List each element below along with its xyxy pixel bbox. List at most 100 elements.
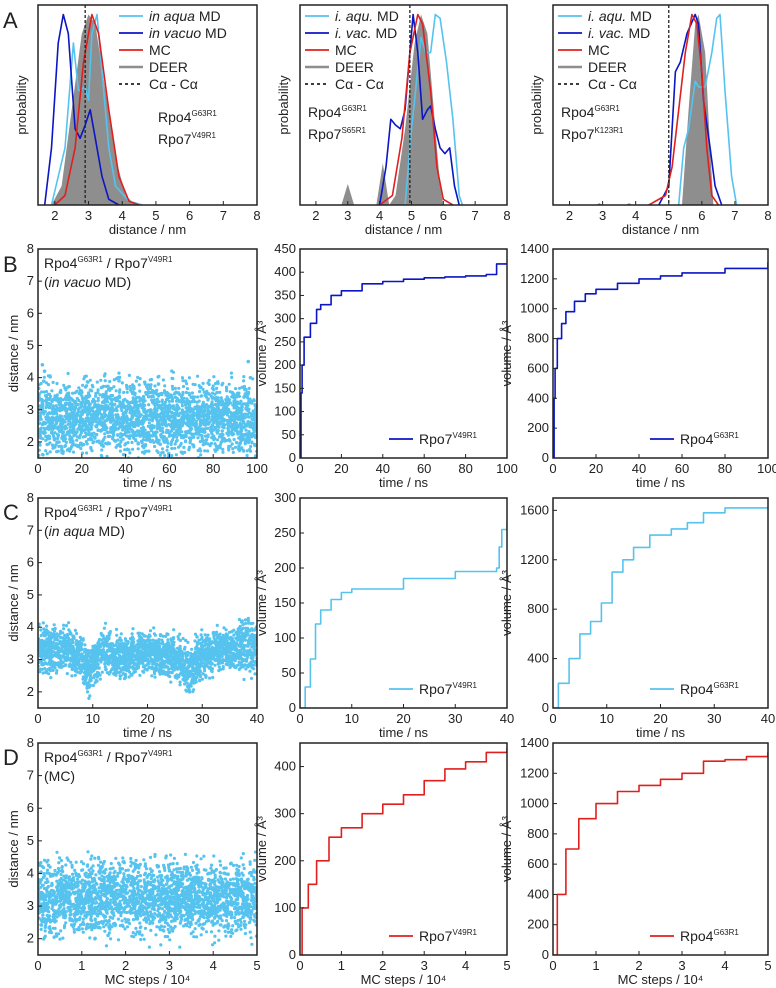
x-tick-label: 80: [458, 461, 472, 476]
data-point: [245, 630, 249, 634]
data-point: [203, 449, 207, 453]
annotation-text: MD): [101, 274, 131, 290]
data-point: [90, 389, 94, 393]
data-point: [104, 384, 108, 388]
data-point: [44, 449, 48, 453]
data-point: [50, 415, 54, 419]
data-point: [235, 406, 239, 410]
plot-frame: [37, 248, 258, 459]
x-tick-label: 7: [472, 208, 479, 223]
data-point: [237, 617, 241, 622]
data-point: [73, 416, 77, 420]
data-point: [77, 425, 81, 430]
data-point: [191, 422, 195, 426]
data-point: [176, 433, 181, 437]
data-point: [38, 411, 43, 416]
data-point: [100, 413, 104, 417]
y-tick-label: 50: [282, 427, 296, 442]
data-point: [126, 400, 130, 404]
data-point: [68, 425, 72, 429]
data-point: [115, 409, 119, 413]
data-point: [190, 647, 194, 651]
data-point: [41, 631, 45, 635]
data-point: [190, 432, 194, 437]
data-point: [202, 427, 206, 431]
data-point: [130, 413, 134, 417]
data-point: [52, 434, 56, 438]
data-point: [225, 389, 229, 393]
data-point: [42, 658, 46, 662]
legend-text: DEER: [335, 59, 374, 75]
data-point: [230, 630, 234, 634]
data-point: [63, 420, 67, 424]
data-point: [99, 429, 103, 433]
data-point: [243, 402, 248, 406]
data-point: [251, 409, 255, 413]
data-point: [130, 400, 134, 404]
data-point: [128, 665, 133, 669]
data-point: [103, 413, 108, 417]
data-point: [192, 399, 196, 403]
y-tick-label: 3: [27, 402, 34, 417]
data-point: [211, 384, 215, 388]
data-point: [248, 447, 252, 452]
data-point: [219, 399, 223, 403]
data-point: [66, 371, 70, 376]
data-point: [122, 677, 127, 681]
data-point: [216, 421, 221, 425]
data-point: [109, 668, 113, 672]
data-point: [80, 451, 85, 455]
data-point: [178, 444, 182, 448]
data-point: [242, 379, 246, 383]
legend-entry: in vacuo MD: [149, 25, 227, 41]
data-point: [153, 391, 158, 395]
data-point: [109, 643, 113, 647]
data-point: [76, 410, 80, 415]
data-point: [40, 390, 44, 394]
data-point: [201, 381, 205, 385]
data-point: [180, 430, 184, 434]
data-point: [199, 453, 203, 457]
data-point: [181, 636, 185, 641]
data-point: [127, 407, 132, 411]
data-point: [60, 448, 64, 452]
data-point: [110, 401, 114, 405]
data-point: [206, 422, 210, 426]
data-point: [166, 410, 170, 415]
data-point: [83, 403, 87, 407]
data-point: [235, 429, 239, 433]
data-point: [41, 671, 45, 675]
data-point: [196, 449, 200, 453]
annotation-sup: G63R1: [77, 255, 103, 264]
data-point: [105, 430, 109, 434]
data-point: [56, 397, 60, 401]
data-point: [73, 430, 77, 434]
data-point: [214, 444, 218, 448]
data-point: [137, 659, 141, 663]
data-point: [117, 426, 121, 430]
data-point: [202, 390, 206, 394]
data-point: [206, 633, 210, 637]
data-point: [101, 653, 105, 657]
data-point: [199, 409, 203, 413]
data-point: [107, 646, 112, 650]
data-point: [145, 458, 148, 461]
x-tick-label: 2: [566, 208, 573, 223]
legend-entry: Cα - Cα: [588, 76, 637, 92]
data-point: [245, 449, 249, 453]
data-point: [50, 418, 54, 422]
data-point: [176, 635, 180, 639]
data-point: [158, 405, 162, 409]
data-point: [237, 410, 241, 414]
data-point: [107, 648, 111, 653]
data-point: [207, 382, 211, 387]
data-point: [199, 407, 203, 411]
data-point: [100, 670, 104, 674]
data-point: [158, 453, 162, 457]
data-point: [186, 640, 190, 645]
data-point: [184, 653, 189, 658]
data-point: [181, 384, 186, 389]
data-point: [243, 653, 247, 658]
data-point: [49, 676, 53, 680]
